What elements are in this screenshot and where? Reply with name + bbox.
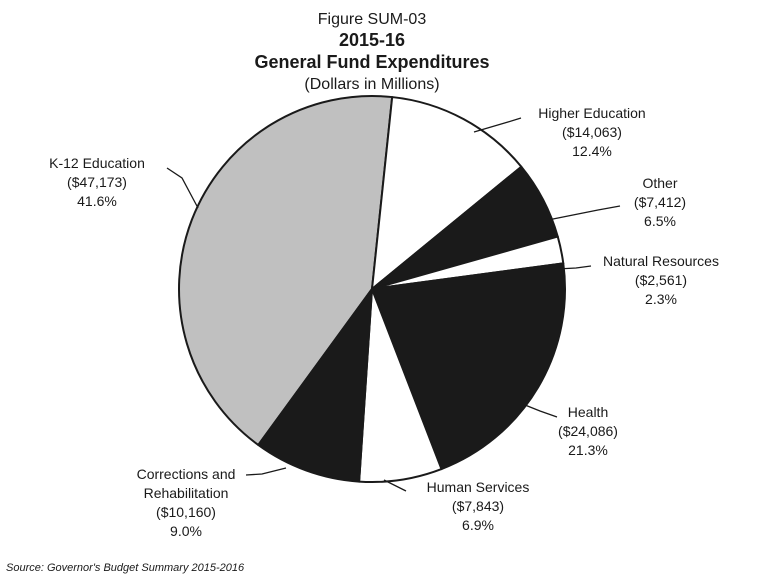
label-other: Other ($7,412) 6.5%	[634, 175, 686, 229]
slice-label-name: Higher Education	[538, 105, 645, 121]
pie-slice-k-12-education	[178, 95, 394, 446]
slice-label-percent: 6.5%	[644, 213, 676, 229]
leader-line-natural-resources	[556, 265, 592, 270]
slice-label-percent: 9.0%	[170, 523, 202, 539]
label-k12-education: K-12 Education ($47,173) 41.6%	[49, 155, 145, 209]
slice-label-name: Human Services	[427, 479, 530, 495]
slice-label-amount: ($24,086)	[558, 423, 618, 439]
slice-label-name: Natural Resources	[603, 253, 719, 269]
slice-label-amount: ($10,160)	[156, 504, 216, 520]
pie-slice-corrections-and-rehabilitation	[257, 288, 373, 483]
source-note: Source: Governor's Budget Summary 2015-2…	[6, 562, 245, 574]
chart-title: 2015-16	[339, 30, 405, 50]
pie-slice-health	[371, 262, 566, 471]
leader-line-health	[519, 402, 558, 418]
leader-line-higher-education	[473, 117, 522, 133]
label-higher-education: Higher Education ($14,063) 12.4%	[538, 105, 645, 159]
slice-label-amount: ($7,412)	[634, 194, 686, 210]
label-natural-resources: Natural Resources ($2,561) 2.3%	[603, 253, 719, 307]
label-corrections-rehabilitation: Corrections and Rehabilitation ($10,160)…	[137, 466, 236, 539]
slice-label-percent: 2.3%	[645, 291, 677, 307]
slice-label-amount: ($2,561)	[635, 272, 687, 288]
chart-title-line2: General Fund Expenditures	[254, 52, 489, 72]
leader-line-human-services	[383, 479, 407, 492]
slice-label-percent: 41.6%	[77, 193, 117, 209]
chart-subtitle: (Dollars in Millions)	[304, 76, 439, 93]
slice-label-name-line2: Rehabilitation	[144, 485, 229, 501]
slice-label-name: Health	[568, 404, 608, 420]
slice-label-name: Other	[642, 175, 677, 191]
slice-label-percent: 6.9%	[462, 517, 494, 533]
slice-label-amount: ($47,173)	[67, 174, 127, 190]
pie-slices	[178, 95, 566, 483]
figure-label: Figure SUM-03	[318, 11, 427, 28]
leader-lines	[166, 117, 621, 492]
slice-label-percent: 21.3%	[568, 442, 608, 458]
leader-line-other	[547, 205, 621, 221]
leader-line-k-12-education	[166, 167, 199, 209]
label-health: Health ($24,086) 21.3%	[558, 404, 618, 458]
slice-label-name-line1: Corrections and	[137, 466, 236, 482]
label-human-services: Human Services ($7,843) 6.9%	[427, 479, 530, 533]
slice-label-amount: ($14,063)	[562, 124, 622, 140]
slice-label-percent: 12.4%	[572, 143, 612, 159]
slice-label-name: K-12 Education	[49, 155, 145, 171]
pie-slice-higher-education	[371, 96, 523, 290]
leader-line-corrections-and-rehabilitation	[245, 467, 287, 476]
slice-label-amount: ($7,843)	[452, 498, 504, 514]
